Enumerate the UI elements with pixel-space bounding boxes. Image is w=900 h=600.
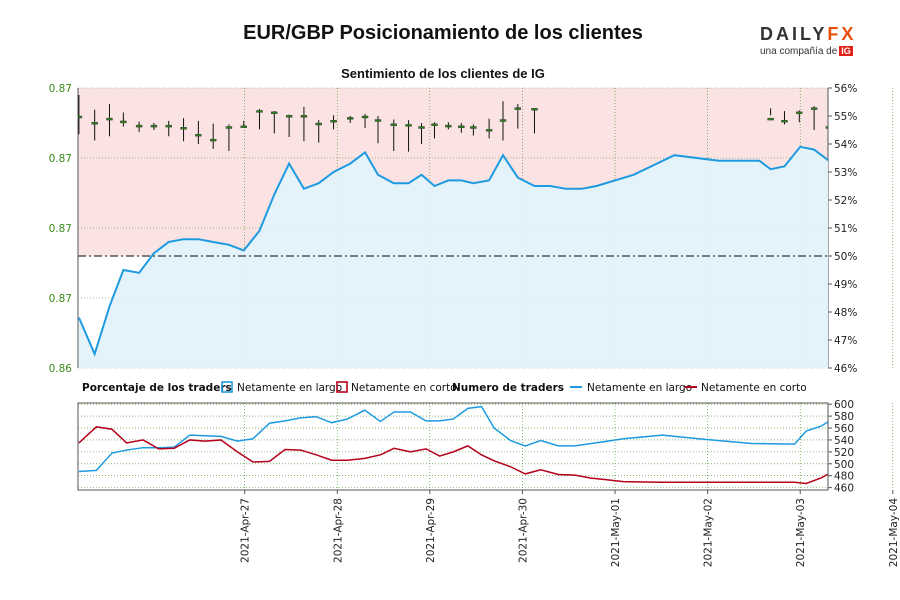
percent-tick-label: 51%: [834, 223, 857, 235]
percent-tick-label: 49%: [834, 279, 857, 291]
legend-long-swatch: [221, 381, 233, 393]
price-tick-label: 0.87: [49, 153, 72, 165]
legend-traders-short: Netamente en corto: [701, 382, 807, 394]
chart-title: EUR/GBP Posicionamiento de los clientes: [243, 22, 643, 44]
candle-body: [499, 119, 507, 122]
candle-body: [855, 162, 861, 164]
date-tick-label: 2021-May-02: [703, 498, 715, 567]
legend-percent-long: Netamente en largo: [237, 382, 342, 394]
candle-body: [240, 125, 247, 129]
candle-body: [209, 138, 217, 142]
price-tick-label: 0.86: [49, 363, 73, 375]
candle-body: [271, 111, 278, 115]
traders-long-line: [78, 405, 828, 473]
percent-tick-label: 47%: [834, 335, 857, 347]
candle-body: [195, 133, 202, 137]
candle-body: [330, 119, 337, 123]
traders-tick-label: 500: [834, 459, 854, 471]
candle-body: [470, 126, 477, 129]
candle-body: [445, 124, 452, 128]
candle-body: [78, 115, 83, 119]
candle-body: [881, 155, 887, 157]
candle-body: [256, 110, 263, 113]
candle-body: [840, 157, 846, 159]
percent-tick-label: 55%: [834, 111, 857, 123]
traders-tick-label: 600: [834, 399, 854, 411]
date-tick-label: 2021-Apr-29: [425, 498, 437, 563]
candle-body: [106, 117, 113, 121]
candle-body: [868, 157, 874, 159]
percent-tick-label: 54%: [834, 139, 857, 151]
legend-traders-title: Numero de traders: [452, 382, 564, 394]
percent-tick-label: 56%: [834, 83, 857, 95]
price-tick-label: 0.87: [49, 223, 72, 235]
traders-tick-label: 480: [834, 471, 854, 483]
traders-tick-label: 580: [834, 411, 854, 423]
percent-tick-label: 53%: [834, 167, 857, 179]
candle-body: [531, 108, 538, 111]
candle-body: [796, 111, 803, 115]
candle-body: [165, 124, 172, 128]
candle-body: [514, 107, 522, 110]
candle-body: [91, 122, 98, 125]
candle-body: [418, 126, 425, 129]
price-tick-label: 0.87: [49, 293, 72, 305]
traders-tick-label: 540: [834, 435, 854, 447]
date-tick-label: 2021-May-04: [888, 498, 900, 568]
legend-short-swatch: [336, 381, 348, 393]
candle-body: [781, 119, 788, 123]
candle-body: [458, 125, 465, 129]
brand-tagline: una compañía de IG: [760, 46, 853, 57]
candle-body: [150, 124, 158, 128]
date-tick-label: 2021-May-03: [795, 498, 807, 567]
date-tick-label: 2021-Apr-30: [517, 498, 529, 563]
legend-traders-long: Netamente en largo: [587, 382, 692, 394]
candle-body: [825, 126, 828, 129]
candle-body: [374, 119, 382, 122]
legend-percent-short: Netamente en corto: [351, 382, 457, 394]
candle-body: [810, 107, 818, 110]
percent-tick-label: 50%: [834, 251, 857, 263]
candle-body: [431, 123, 438, 126]
candle-body: [895, 154, 900, 156]
traders-panel-frame: [77, 402, 829, 491]
legend-percent-title: Porcentaje de los traders: [82, 382, 232, 394]
candle-body: [315, 122, 322, 126]
candle-body: [485, 129, 493, 132]
candle-body: [405, 124, 412, 127]
percent-tick-label: 52%: [834, 195, 857, 207]
long-percent-line: [78, 145, 828, 357]
traders-short-line: [78, 426, 828, 485]
candle-body: [135, 124, 143, 128]
ig-badge: IG: [839, 46, 853, 56]
candle-body: [225, 126, 233, 129]
long-percent-area: [78, 146, 828, 368]
percent-tick-label: 48%: [834, 307, 857, 319]
traders-tick-label: 520: [834, 447, 854, 459]
percent-tick-label: 46%: [834, 363, 857, 375]
date-tick-label: 2021-Apr-27: [240, 498, 252, 563]
candle-body: [347, 117, 354, 120]
candle-body: [180, 126, 187, 130]
price-tick-label: 0.87: [49, 83, 72, 95]
traders-tick-label: 460: [834, 483, 854, 495]
traders-tick-label: 560: [834, 423, 854, 435]
date-tick-label: 2021-Apr-28: [332, 498, 344, 563]
candle-body: [390, 123, 397, 126]
candle-body: [767, 117, 774, 121]
candle-body: [300, 115, 308, 118]
date-tick-label: 2021-May-01: [610, 498, 622, 567]
candle-body: [361, 115, 369, 119]
brand-name: DAILYFX: [760, 24, 857, 44]
chart-subtitle: Sentimiento de los clientes de IG: [341, 66, 545, 81]
candle-body: [285, 115, 293, 118]
dailyfx-logo[interactable]: DAILYFX una compañía de IG: [760, 24, 870, 57]
candle-body: [120, 120, 127, 124]
